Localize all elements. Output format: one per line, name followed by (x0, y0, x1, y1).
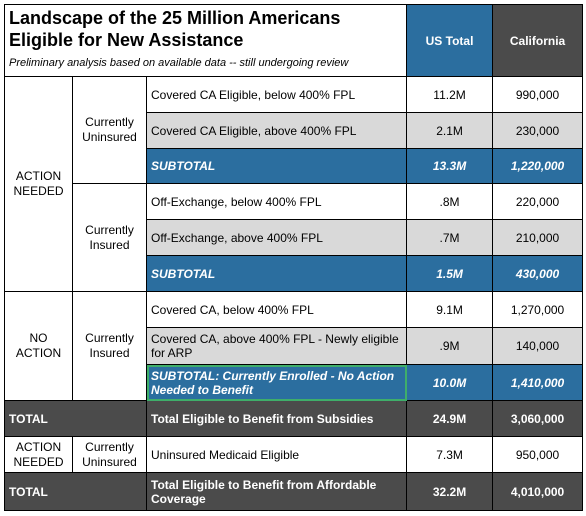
table-row: ACTION NEEDED Currently Uninsured Covere… (4, 76, 584, 292)
ca-value[interactable]: 4,010,000 (492, 472, 584, 511)
ca-value[interactable]: 430,000 (492, 255, 584, 292)
total-name[interactable]: TOTAL (4, 400, 147, 437)
table-row: Currently Insured Off-Exchange, below 40… (5, 183, 584, 292)
eligibility-table: Landscape of the 25 Million Americans El… (3, 4, 584, 511)
us-value[interactable]: 1.5M (406, 255, 494, 292)
ca-value[interactable]: 140,000 (492, 327, 584, 365)
row-label[interactable]: Off-Exchange, below 400% FPL (145, 183, 408, 220)
ca-value[interactable]: 220,000 (492, 183, 584, 220)
table-row: NO ACTION Currently Insured Covered CA, … (4, 291, 584, 401)
us-value[interactable]: 10.0M (406, 364, 494, 401)
us-value[interactable]: 13.3M (406, 148, 494, 184)
total-label[interactable]: Total Eligible to Benefit from Affordabl… (145, 472, 408, 511)
ca-value[interactable]: 1,220,000 (492, 148, 584, 184)
us-value[interactable]: .9M (406, 327, 494, 365)
subtotal-row: SUBTOTAL: Currently Enrolled - No Action… (5, 364, 584, 401)
us-value[interactable]: 7.3M (406, 436, 494, 473)
table-row: Covered CA, above 400% FPL - Newly eligi… (5, 327, 584, 365)
us-value[interactable]: .7M (406, 219, 494, 256)
table-row: Off-Exchange, above 400% FPL .7M 210,000 (5, 219, 584, 256)
table-row: ACTION NEEDED Currently Uninsured Uninsu… (4, 436, 584, 473)
us-value[interactable]: 2.1M (406, 112, 494, 149)
row-label[interactable]: Covered CA, below 400% FPL (145, 291, 408, 328)
page-subtitle: Preliminary analysis based on available … (9, 57, 349, 69)
us-value[interactable]: 32.2M (406, 472, 494, 511)
subtotal-label[interactable]: SUBTOTAL (145, 148, 408, 184)
title-cell[interactable]: Landscape of the 25 Million Americans El… (3, 4, 408, 77)
group-action-needed[interactable]: ACTION NEEDED (4, 436, 73, 473)
total-name[interactable]: TOTAL (4, 472, 147, 511)
us-total-header[interactable]: US Total (406, 4, 494, 77)
header-row: Landscape of the 25 Million Americans El… (3, 4, 584, 77)
total-row: TOTAL Total Eligible to Benefit from Aff… (4, 472, 584, 511)
subtotal-row: SUBTOTAL 1.5M 430,000 (5, 255, 584, 292)
page-title: Landscape of the 25 Million Americans El… (9, 8, 341, 50)
ca-value[interactable]: 230,000 (492, 112, 584, 149)
row-label[interactable]: Covered CA Eligible, above 400% FPL (145, 112, 408, 149)
row-label[interactable]: Covered CA Eligible, below 400% FPL (145, 76, 408, 113)
subtotal-row: SUBTOTAL 13.3M 1,220,000 (5, 148, 584, 184)
subtotal-label-selected-cell[interactable]: SUBTOTAL: Currently Enrolled - No Action… (145, 364, 408, 401)
ca-value[interactable]: 950,000 (492, 436, 584, 473)
subtotal-label[interactable]: SUBTOTAL (145, 255, 408, 292)
ca-value[interactable]: 1,410,000 (492, 364, 584, 401)
total-label[interactable]: Total Eligible to Benefit from Subsidies (145, 400, 408, 437)
group-currently-insured[interactable]: Currently Insured (72, 183, 147, 292)
ca-value[interactable]: 1,270,000 (492, 291, 584, 328)
ca-value[interactable]: 990,000 (492, 76, 584, 113)
us-value[interactable]: 11.2M (406, 76, 494, 113)
ca-value[interactable]: 3,060,000 (492, 400, 584, 437)
us-value[interactable]: 9.1M (406, 291, 494, 328)
group-currently-uninsured[interactable]: Currently Uninsured (72, 436, 147, 473)
group-currently-insured[interactable]: Currently Insured (72, 291, 147, 401)
group-currently-uninsured[interactable]: Currently Uninsured (72, 76, 147, 184)
total-row: TOTAL Total Eligible to Benefit from Sub… (4, 400, 584, 437)
group-action-needed[interactable]: ACTION NEEDED (4, 76, 73, 292)
group-no-action[interactable]: NO ACTION (4, 291, 73, 401)
us-value[interactable]: .8M (406, 183, 494, 220)
row-label[interactable]: Covered CA, above 400% FPL - Newly eligi… (145, 327, 408, 365)
table-row: Covered CA Eligible, above 400% FPL 2.1M… (5, 112, 584, 149)
ca-value[interactable]: 210,000 (492, 219, 584, 256)
california-header[interactable]: California (492, 4, 584, 77)
row-label[interactable]: Uninsured Medicaid Eligible (145, 436, 408, 473)
row-label[interactable]: Off-Exchange, above 400% FPL (145, 219, 408, 256)
us-value[interactable]: 24.9M (406, 400, 494, 437)
